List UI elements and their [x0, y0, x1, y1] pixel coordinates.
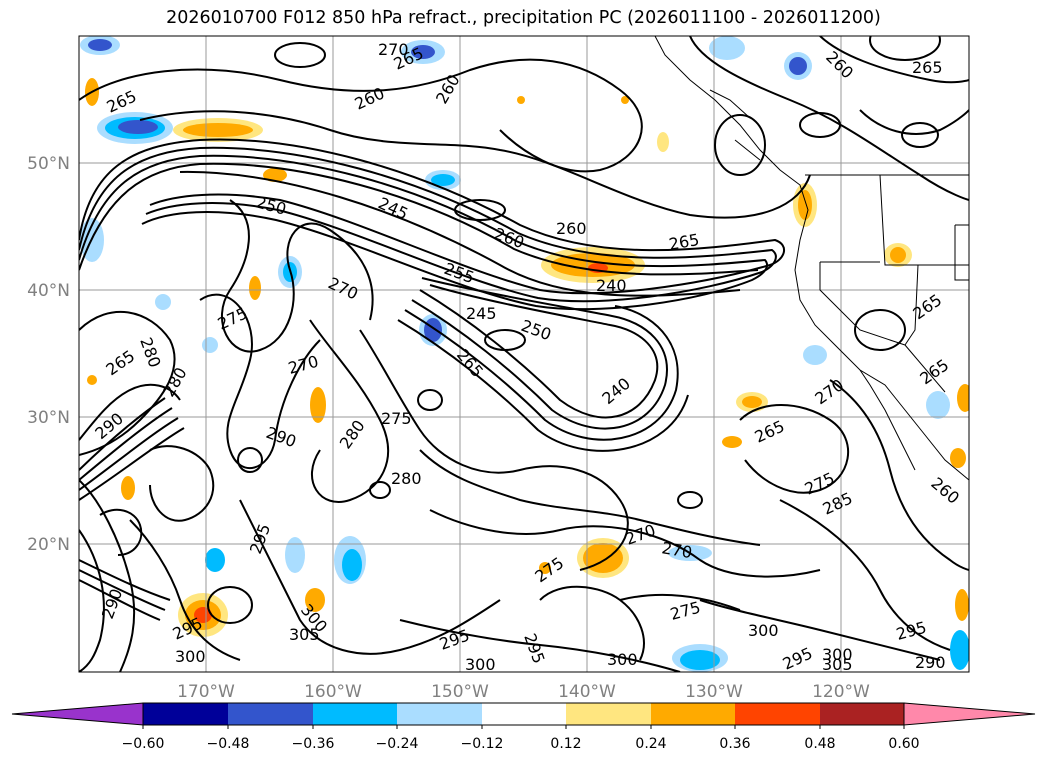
contour-label: 305: [289, 625, 320, 644]
colorbar-tick-label: 0.60: [888, 736, 919, 752]
map-title: 2026010700 F012 850 hPa refract., precip…: [166, 8, 881, 28]
map-border: [78, 35, 970, 673]
contour-label: 300: [465, 655, 496, 674]
contour-label: 260: [556, 219, 587, 238]
longitude-labels: 170°W 160°W 150°W 140°W 130°W 120°W: [177, 682, 870, 702]
lon-label: 140°W: [558, 682, 616, 702]
contour-label: 270: [378, 40, 409, 59]
colorbar-extend-high: [903, 702, 1036, 726]
lat-label: 50°N: [27, 154, 70, 174]
colorbar-segment: [228, 703, 313, 725]
contour-label: 290: [915, 653, 946, 672]
colorbar-segment: [651, 703, 735, 725]
contour-label: 300: [822, 645, 853, 664]
colorbar-segment: [397, 703, 482, 725]
coastlines: [654, 36, 969, 481]
colorbar-tick-label: 0.48: [804, 736, 835, 752]
lon-label: 120°W: [812, 682, 870, 702]
lon-label: 130°W: [685, 682, 743, 702]
colorbar-segment: [735, 703, 820, 725]
lat-label: 20°N: [27, 535, 70, 555]
colorbar-tick-label: −0.48: [207, 736, 250, 752]
latitude-labels: 50°N 40°N 30°N 20°N: [27, 154, 70, 555]
contour-label: 275: [381, 409, 412, 428]
colorbar-segment: [820, 703, 904, 725]
lon-label: 150°W: [431, 682, 489, 702]
colorbar-segment: [143, 703, 228, 725]
colorbar-tick-label: −0.36: [292, 736, 335, 752]
colorbar-tick-label: −0.24: [376, 736, 419, 752]
contour-label: 305: [822, 655, 853, 674]
colorbar-tick-label: −0.60: [122, 736, 165, 752]
contour-label: 300: [607, 650, 638, 669]
lon-label: 170°W: [177, 682, 235, 702]
lat-label: 40°N: [27, 281, 70, 301]
contour-label: 300: [175, 647, 206, 666]
colorbar: −0.60 −0.48 −0.36 −0.24 −0.12 0.12 0.24 …: [11, 702, 1036, 752]
colorbar-extend-low: [11, 702, 144, 726]
contour-label: 240: [596, 276, 627, 295]
contour-label: 300: [748, 621, 779, 640]
contour-label: 245: [466, 304, 497, 323]
colorbar-tick-label: 0.12: [550, 736, 581, 752]
lat-label: 30°N: [27, 408, 70, 428]
colorbar-tick-label: 0.24: [635, 736, 666, 752]
colorbar-tick-label: 0.36: [719, 736, 750, 752]
refractivity-contours: [79, 36, 969, 672]
colorbar-segment: [313, 703, 397, 725]
contour-label: 265: [912, 58, 943, 77]
contour-label: 280: [391, 469, 422, 488]
colorbar-segment: [566, 703, 651, 725]
lon-label: 160°W: [304, 682, 362, 702]
colorbar-segment: [482, 703, 566, 725]
colorbar-tick-label: −0.12: [461, 736, 504, 752]
